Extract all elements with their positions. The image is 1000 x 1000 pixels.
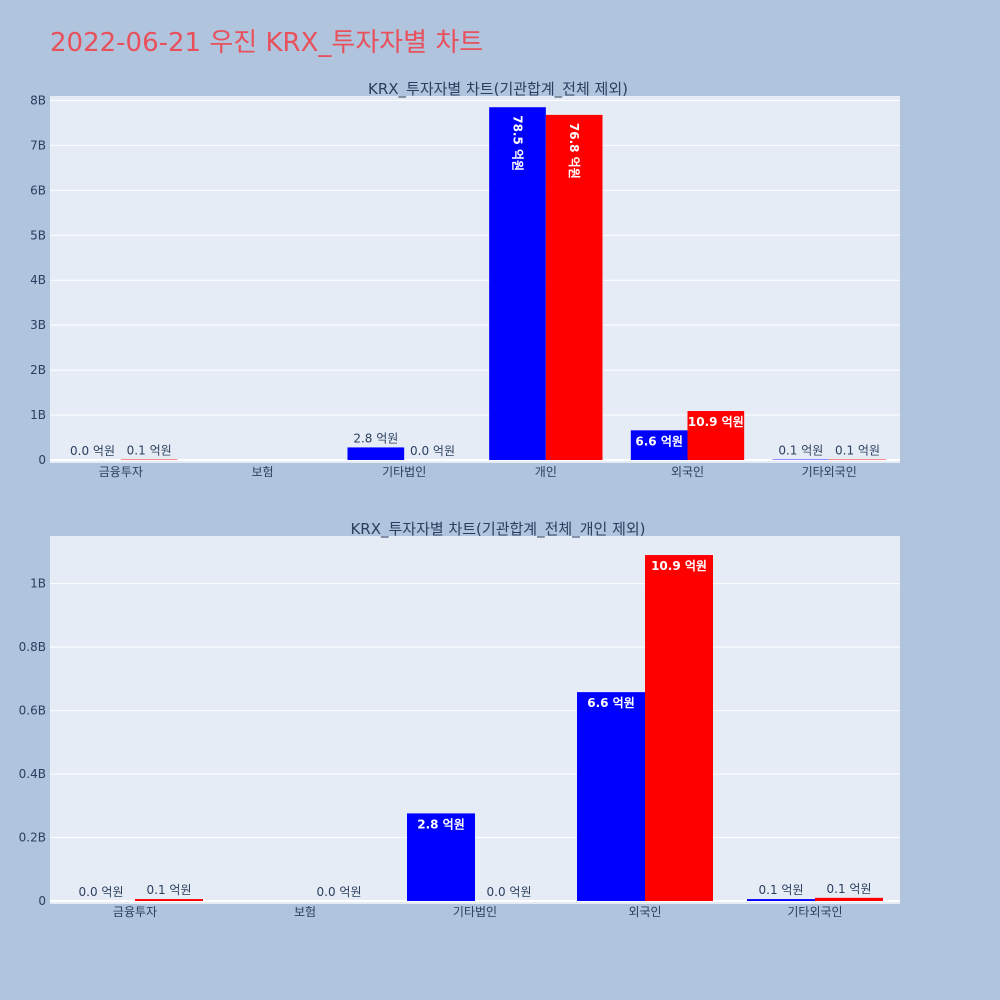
data-label: 6.6 억원 [635,434,683,448]
x-tick-label: 기타외국인 [787,905,842,919]
y-tick-label: 0.4B [19,767,46,781]
y-tick-label: 0.6B [19,704,46,718]
bar [347,447,405,460]
y-tick-label: 5B [30,228,46,242]
y-tick-label: 7B [30,138,46,152]
data-label: 0.1 억원 [147,883,192,897]
x-tick-label: 금융투자 [113,905,157,919]
bar [489,107,546,461]
bar [815,897,883,901]
data-label: 0.0 억원 [410,444,455,458]
bar [407,813,475,901]
plot-area [50,96,900,463]
y-tick-label: 2B [30,363,46,377]
data-label: 2.8 억원 [353,431,398,445]
x-tick-label: 금융투자 [99,465,143,479]
data-label: 0.0 억원 [70,444,115,458]
data-label: 0.1 억원 [827,882,872,896]
y-tick-label: 0 [38,894,46,908]
y-tick-label: 3B [30,318,46,332]
bar [630,430,688,460]
data-label: 2.8 억원 [417,817,465,831]
y-tick-label: 0.2B [19,831,46,845]
y-tick-label: 8B [30,93,46,107]
bar [747,899,815,901]
x-tick-label: 보험 [251,465,273,479]
data-label: 0.1 억원 [835,444,880,458]
data-label: 6.6 억원 [587,696,635,710]
chart-all: 0 1B 2B 3B 4B 5B 6B 7B 8B KRX_투자자별 차트(기관합계_전체 제외)… [30,80,900,479]
data-label: 10.9 억원 [651,559,707,573]
data-label: 0.1 억원 [759,883,804,897]
bar [687,411,745,460]
page-title: 2022-06-21 우진 KRX_투자자별 차트 [50,28,484,58]
data-label: 0.1 억원 [778,444,823,458]
data-label: 0.0 억원 [317,885,362,899]
x-tick-label: 외국인 [671,465,704,479]
y-tick-label: 1B [30,577,46,591]
y-tick-label: 0.8B [19,640,46,654]
y-tick-label: 4B [30,273,46,287]
y-tick-label: 1B [30,408,46,422]
data-label: 0.1 억원 [127,444,172,458]
x-tick-label: 기타법인 [453,905,497,919]
x-tick-label: 기타법인 [382,465,426,479]
bar [577,692,645,901]
bar [135,899,203,901]
chart-title: KRX_투자자별 차트(기관합계_전체 제외) [368,80,628,99]
y-tick-label: 0 [38,453,46,467]
data-label: 0.0 억원 [79,885,124,899]
data-label: 0.0 억원 [487,885,532,899]
x-tick-label: 개인 [535,465,557,479]
x-tick-label: 보험 [294,905,316,919]
bar [545,114,603,460]
x-tick-label: 기타외국인 [802,465,857,479]
chart-title: KRX_투자자별 차트(기관합계_전체_개인 제외) [350,520,645,539]
x-tick-label: 외국인 [628,905,661,919]
data-label: 76.8 억원 [567,123,581,179]
data-label: 10.9 억원 [688,415,744,429]
chart-excl-individual: 0 0.2B 0.4B 0.6B 0.8B 1B KRX_투자자별 차트(기관합계_전체_개… [19,520,900,919]
data-label: 78.5 억원 [511,115,525,171]
bar [645,555,713,901]
y-tick-label: 6B [30,183,46,197]
